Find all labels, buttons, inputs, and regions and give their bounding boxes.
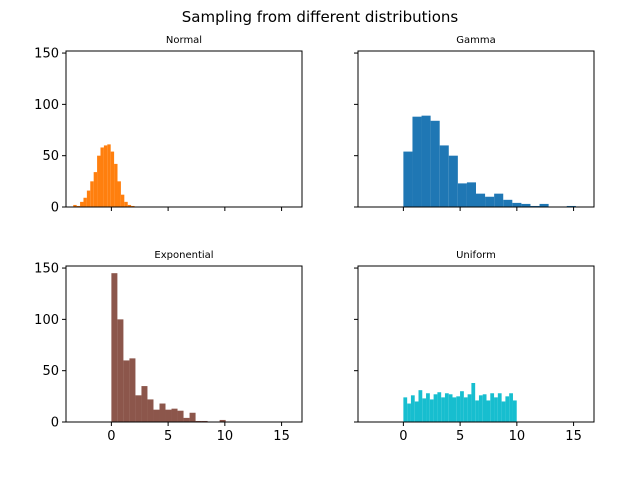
gamma-subplot: Gamma — [354, 35, 594, 211]
uniform-bar — [419, 390, 423, 422]
normal-bar — [80, 202, 83, 207]
uniform-bar — [411, 395, 415, 422]
exponential-xtick-label: 5 — [164, 429, 172, 444]
uniform-bar — [483, 394, 487, 422]
uniform-title: Uniform — [456, 250, 496, 261]
gamma-bar — [449, 156, 458, 207]
uniform-bar — [422, 398, 426, 422]
uniform-bar — [445, 393, 449, 422]
normal-bar — [124, 202, 127, 207]
exponential-bar — [129, 358, 135, 422]
exponential-ytick-label: 50 — [42, 364, 59, 379]
normal-bar — [107, 144, 110, 207]
normal-title: Normal — [166, 35, 202, 46]
uniform-xtick-label: 15 — [565, 429, 582, 444]
gamma-bar — [412, 117, 421, 207]
gamma-bar — [403, 152, 412, 207]
gamma-bar — [476, 194, 485, 207]
exponential-axes-frame — [66, 266, 302, 422]
gamma-bar — [422, 116, 431, 207]
uniform-bar — [441, 397, 445, 422]
uniform-subplot: Uniform 0 5 10 15 — [354, 250, 594, 444]
exponential-ytick-label: 0 — [51, 416, 59, 431]
exponential-ytick-label: 100 — [34, 313, 59, 328]
exponential-bar — [172, 409, 178, 422]
uniform-xtick-label: 10 — [509, 429, 526, 444]
uniform-bar — [430, 399, 434, 422]
uniform-bar — [407, 404, 411, 422]
exponential-bar — [123, 360, 129, 422]
exponential-xtick-label: 15 — [273, 429, 290, 444]
gamma-title: Gamma — [456, 35, 496, 46]
gamma-bar — [458, 183, 467, 207]
exponential-bar — [141, 386, 147, 422]
uniform-axes-frame — [358, 266, 594, 422]
uniform-bar — [490, 393, 494, 422]
exponential-bar — [159, 404, 165, 422]
exponential-bar — [153, 410, 159, 422]
gamma-bar — [485, 197, 494, 207]
uniform-bar — [449, 394, 453, 422]
normal-bar — [87, 191, 90, 207]
gamma-bar — [503, 200, 512, 207]
exponential-bar — [190, 413, 196, 422]
uniform-bar — [426, 393, 430, 422]
normal-bar — [111, 152, 114, 207]
exponential-bar — [166, 410, 172, 422]
uniform-bar — [513, 400, 517, 422]
normal-bar — [90, 181, 93, 207]
uniform-bar — [505, 396, 509, 422]
gamma-bar — [440, 145, 449, 207]
exponential-ytick-label: 150 — [34, 262, 59, 277]
uniform-xtick-label: 0 — [399, 429, 407, 444]
uniform-bar — [502, 401, 506, 422]
exponential-bar — [178, 411, 184, 422]
exponential-xtick-label: 10 — [217, 429, 234, 444]
uniform-bar — [475, 400, 479, 422]
uniform-bar — [471, 383, 475, 422]
uniform-bar — [498, 393, 502, 422]
exponential-title: Exponential — [154, 250, 213, 261]
gamma-bar — [431, 121, 440, 207]
uniform-bar — [494, 397, 498, 422]
exponential-bar — [135, 395, 141, 422]
uniform-bar — [415, 401, 419, 422]
exponential-bar — [147, 399, 153, 422]
normal-ytick-label: 0 — [51, 201, 59, 216]
normal-bar — [94, 172, 97, 207]
uniform-bar — [453, 397, 457, 422]
exponential-xtick-label: 0 — [107, 429, 115, 444]
normal-bar — [121, 195, 124, 207]
uniform-bar — [434, 394, 438, 422]
exponential-bar — [184, 418, 190, 422]
figure-title: Sampling from different distributions — [182, 8, 459, 26]
uniform-bar — [509, 393, 513, 422]
gamma-bar — [494, 194, 503, 207]
normal-bar — [97, 156, 100, 207]
normal-ytick-label: 100 — [34, 98, 59, 113]
gamma-bar — [512, 203, 521, 207]
gamma-bar — [467, 182, 476, 207]
normal-bar — [83, 198, 86, 207]
uniform-bar — [437, 392, 441, 422]
normal-ytick-label: 150 — [34, 47, 59, 62]
normal-ytick-label: 50 — [42, 149, 59, 164]
normal-bar — [104, 145, 107, 207]
uniform-bar — [403, 397, 407, 422]
uniform-bar — [487, 400, 491, 422]
normal-subplot: Normal 0 50 100 150 — [34, 35, 302, 216]
uniform-bar — [460, 391, 464, 422]
uniform-xtick-label: 5 — [456, 429, 464, 444]
normal-bar — [118, 181, 121, 207]
uniform-bar — [468, 394, 472, 422]
exponential-bar — [117, 319, 123, 422]
exponential-bar — [111, 273, 117, 422]
normal-bar — [114, 164, 117, 207]
uniform-bar — [456, 396, 460, 422]
uniform-bar — [479, 395, 483, 422]
normal-bar — [100, 147, 103, 207]
uniform-bar — [464, 397, 468, 422]
